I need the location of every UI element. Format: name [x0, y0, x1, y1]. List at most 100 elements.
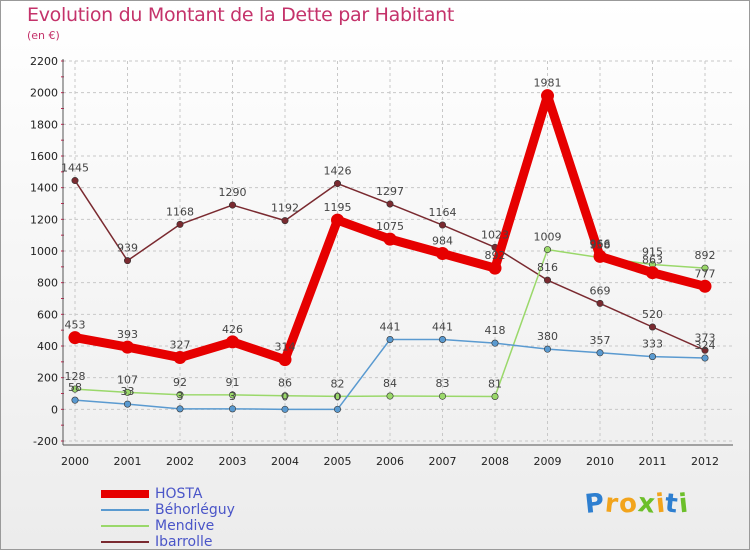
- data-point: [438, 336, 446, 344]
- y-tick-label: 0: [51, 403, 58, 416]
- legend-swatch-hosta: [101, 490, 149, 498]
- x-tick-label: 2001: [114, 455, 142, 468]
- data-point: [386, 200, 394, 208]
- data-point: [491, 339, 499, 347]
- data-label: 324: [695, 339, 716, 352]
- data-point: [229, 201, 237, 209]
- data-point: [121, 340, 134, 354]
- y-tick-label: 800: [37, 277, 58, 290]
- data-point: [383, 232, 397, 246]
- y-tick-label: 1800: [30, 118, 58, 131]
- data-label: 357: [590, 334, 611, 347]
- data-label: 1981: [534, 77, 562, 90]
- x-tick-label: 2007: [429, 455, 457, 468]
- legend-label: Ibarrolle: [155, 534, 213, 550]
- data-point: [71, 177, 79, 185]
- data-label: 1023: [481, 228, 509, 241]
- data-label: 3: [177, 390, 184, 403]
- data-label: 966: [590, 237, 611, 250]
- logo-letter: i: [677, 488, 691, 520]
- data-label: 863: [642, 254, 663, 267]
- data-point: [701, 264, 709, 272]
- data-point: [438, 392, 446, 400]
- legend-swatch-behorleguy: [101, 509, 149, 511]
- data-point: [226, 335, 239, 349]
- data-label: 1426: [324, 165, 352, 178]
- data-label: 107: [117, 373, 138, 386]
- data-point: [596, 349, 604, 357]
- data-label: 92: [173, 376, 187, 389]
- data-point: [596, 299, 604, 307]
- data-point: [173, 351, 187, 365]
- data-label: 58: [68, 381, 82, 394]
- y-tick-label: 200: [37, 372, 58, 385]
- legend-label: Béhorléguy: [155, 502, 235, 518]
- data-point: [648, 353, 656, 361]
- data-label: 958: [590, 239, 611, 252]
- data-label: 939: [117, 242, 138, 255]
- data-point: [229, 391, 237, 399]
- data-point: [278, 353, 292, 367]
- x-tick-label: 2005: [324, 455, 352, 468]
- x-tick-label: 2000: [61, 455, 89, 468]
- data-label: 1195: [324, 201, 352, 214]
- data-label: 33: [121, 385, 135, 398]
- data-label: 3: [229, 390, 236, 403]
- data-point: [281, 392, 289, 400]
- data-label: 441: [432, 321, 453, 334]
- data-label: 441: [380, 321, 401, 334]
- data-label: 1290: [219, 186, 247, 199]
- data-label: 81: [488, 378, 502, 391]
- data-point: [333, 180, 341, 188]
- x-tick-label: 2008: [481, 455, 509, 468]
- data-point: [593, 249, 607, 263]
- legend-label: HOSTA: [155, 486, 203, 502]
- data-point: [229, 405, 237, 413]
- data-point: [176, 220, 184, 228]
- data-label: 333: [642, 338, 663, 351]
- data-point: [333, 392, 341, 400]
- x-tick-label: 2002: [166, 455, 194, 468]
- x-tick-label: 2004: [271, 455, 299, 468]
- x-tick-label: 2006: [376, 455, 404, 468]
- data-point: [281, 405, 289, 413]
- legend-swatch-mendive: [101, 525, 149, 527]
- data-point: [68, 331, 82, 345]
- y-tick-label: 1200: [30, 213, 58, 226]
- data-label: 418: [485, 324, 506, 337]
- y-tick-label: 2000: [30, 87, 58, 100]
- data-label: 327: [170, 339, 191, 352]
- data-label: 0: [334, 390, 341, 403]
- data-point: [124, 388, 132, 396]
- data-label: 1445: [61, 162, 89, 175]
- data-label: 892: [695, 249, 716, 262]
- data-label: 380: [537, 330, 558, 343]
- data-label: 426: [222, 323, 243, 336]
- data-label: 1168: [166, 205, 194, 218]
- data-point: [488, 261, 502, 275]
- data-label: 314: [275, 341, 296, 354]
- data-label: 82: [331, 377, 345, 390]
- data-point: [386, 336, 394, 344]
- data-point: [331, 213, 344, 227]
- data-point: [124, 257, 132, 265]
- data-point: [701, 354, 709, 362]
- data-label: 86: [278, 377, 292, 390]
- data-label: 1009: [534, 231, 562, 244]
- x-tick-label: 2003: [219, 455, 247, 468]
- data-label: 91: [226, 376, 240, 389]
- data-point: [541, 89, 554, 103]
- data-label: 393: [117, 328, 138, 341]
- data-label: 373: [695, 331, 716, 344]
- data-label: 816: [537, 261, 558, 274]
- data-point: [281, 217, 289, 225]
- data-point: [436, 247, 449, 261]
- x-tick-label: 2009: [534, 455, 562, 468]
- data-label: 0: [282, 390, 289, 403]
- legend-label: Mendive: [155, 518, 215, 534]
- x-tick-label: 2011: [639, 455, 667, 468]
- data-label: 777: [695, 267, 716, 280]
- data-label: 1192: [271, 202, 299, 215]
